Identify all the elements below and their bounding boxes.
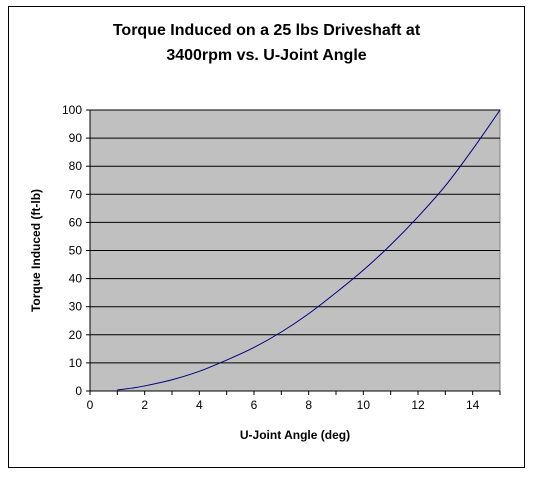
y-tick-label: 50 (69, 244, 83, 258)
chart-title-line2: 3400rpm vs. U-Joint Angle (166, 47, 367, 64)
x-tick-label: 12 (411, 398, 425, 412)
chart-title-line1: Torque Induced on a 25 lbs Driveshaft at (112, 22, 421, 39)
x-axis-label: U-Joint Angle (deg) (240, 428, 350, 442)
y-tick-label: 10 (69, 356, 83, 370)
chart-title: Torque Induced on a 25 lbs Driveshaft at… (8, 18, 525, 68)
x-tick-label: 2 (141, 398, 148, 412)
y-tick-label: 90 (69, 131, 83, 145)
y-tick-label: 100 (62, 103, 82, 117)
y-axis-ticks: 0 10 20 30 40 50 60 70 80 90 100 (62, 103, 90, 398)
x-axis-ticks: 0 2 4 6 8 10 12 14 (87, 391, 501, 412)
y-tick-label: 20 (69, 328, 83, 342)
y-tick-label: 40 (69, 272, 83, 286)
y-tick-label: 0 (75, 384, 82, 398)
y-axis-label: Torque Induced (ft-lb) (29, 189, 43, 312)
y-tick-label: 30 (69, 300, 83, 314)
x-tick-label: 0 (87, 398, 94, 412)
gridlines (89, 109, 500, 392)
x-tick-label: 4 (196, 398, 203, 412)
y-tick-label: 80 (69, 159, 83, 173)
series-line (117, 109, 501, 391)
x-tick-label: 6 (251, 398, 258, 412)
y-tick-label: 70 (69, 187, 83, 201)
y-tick-label: 60 (69, 215, 83, 229)
x-tick-label: 10 (357, 398, 371, 412)
x-tick-label: 8 (305, 398, 312, 412)
x-tick-label: 14 (466, 398, 480, 412)
